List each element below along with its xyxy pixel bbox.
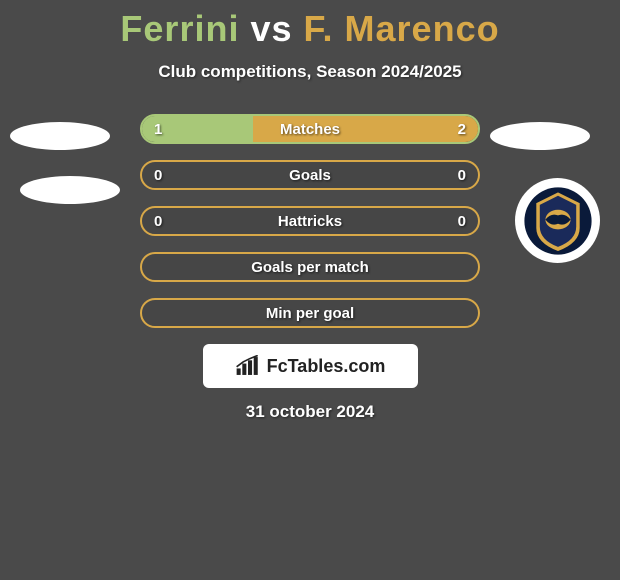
stat-label: Goals — [142, 162, 478, 188]
player2-club-badge — [515, 178, 600, 263]
player2-name: F. Marenco — [304, 8, 500, 49]
stat-row: 12Matches — [140, 114, 480, 144]
comparison-title: Ferrini vs F. Marenco — [0, 0, 620, 50]
brand-text: FcTables.com — [267, 356, 386, 377]
stat-label: Min per goal — [142, 300, 478, 326]
stat-row: Min per goal — [140, 298, 480, 328]
date-text: 31 october 2024 — [0, 402, 620, 422]
club-crest-icon — [523, 186, 593, 256]
subtitle: Club competitions, Season 2024/2025 — [0, 62, 620, 82]
stat-row: 00Hattricks — [140, 206, 480, 236]
stat-row: Goals per match — [140, 252, 480, 282]
stat-label: Goals per match — [142, 254, 478, 280]
stat-label: Hattricks — [142, 208, 478, 234]
brand-box: FcTables.com — [203, 344, 418, 388]
stat-row: 00Goals — [140, 160, 480, 190]
player1-avatar-placeholder — [10, 122, 110, 150]
brand-chart-icon — [235, 355, 261, 377]
stats-container: 12Matches 00Goals 00Hattricks Goals per mat… — [140, 114, 480, 328]
player1-club-placeholder — [20, 176, 120, 204]
vs-text: vs — [250, 8, 292, 49]
player2-avatar-placeholder — [490, 122, 590, 150]
stat-label: Matches — [142, 116, 478, 142]
player1-name: Ferrini — [120, 8, 239, 49]
